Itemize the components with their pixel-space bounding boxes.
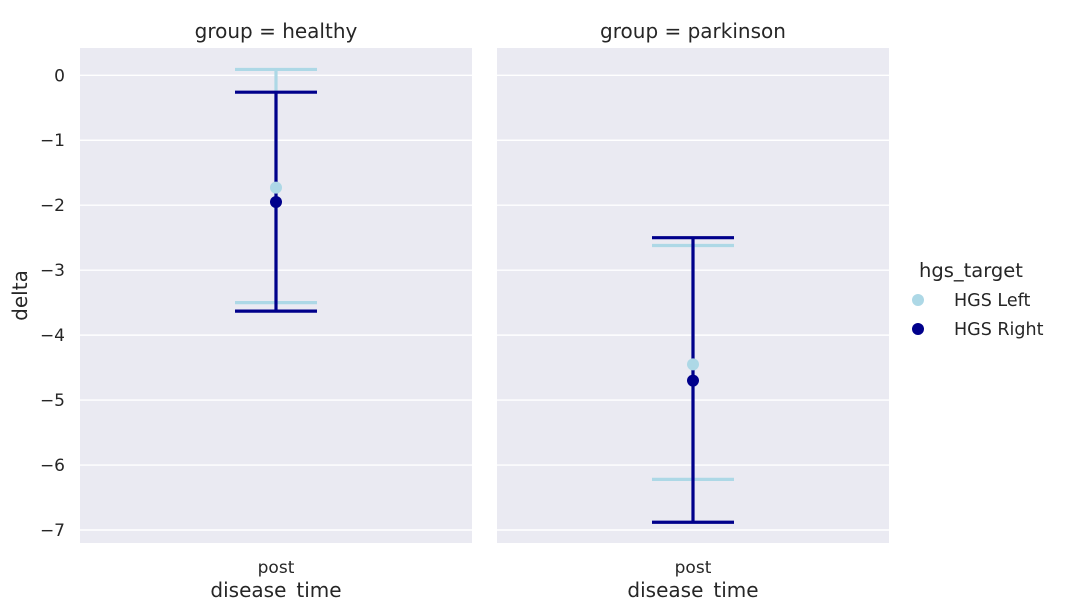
facet-2-x-tick-label: post [675, 558, 712, 578]
y-axis-label: delta [8, 270, 32, 321]
y-tick-label: −2 [40, 196, 65, 216]
y-tick-label: 0 [54, 66, 65, 86]
y-tick-label: −3 [40, 261, 65, 281]
y-tick-label: −4 [40, 326, 65, 346]
legend-label-hgs-left: HGS Left [954, 291, 1030, 311]
facet-2-hgs-left-point [687, 358, 699, 371]
y-tick-label: −7 [40, 521, 65, 541]
facet-2-hgs-right-point [687, 374, 699, 387]
facet-2-x-axis-label: disease_time [627, 578, 758, 600]
y-tick-label: −1 [40, 131, 65, 151]
legend-title: hgs_target [919, 259, 1023, 282]
legend-marker-hgs-right [912, 323, 924, 335]
facet-1-hgs-right-point [270, 195, 282, 208]
legend-marker-hgs-left [912, 294, 924, 306]
facet-2-title: group = parkinson [600, 19, 786, 43]
facet-1-x-tick-label: post [258, 558, 295, 578]
y-tick-label: −5 [40, 391, 65, 411]
legend-label-hgs-right: HGS Right [954, 320, 1044, 340]
y-tick-label: −6 [40, 456, 65, 476]
facet-1-hgs-left-point [270, 181, 282, 194]
facet-1-x-axis-label: disease_time [210, 578, 341, 600]
facet-1-title: group = healthy [195, 19, 358, 43]
